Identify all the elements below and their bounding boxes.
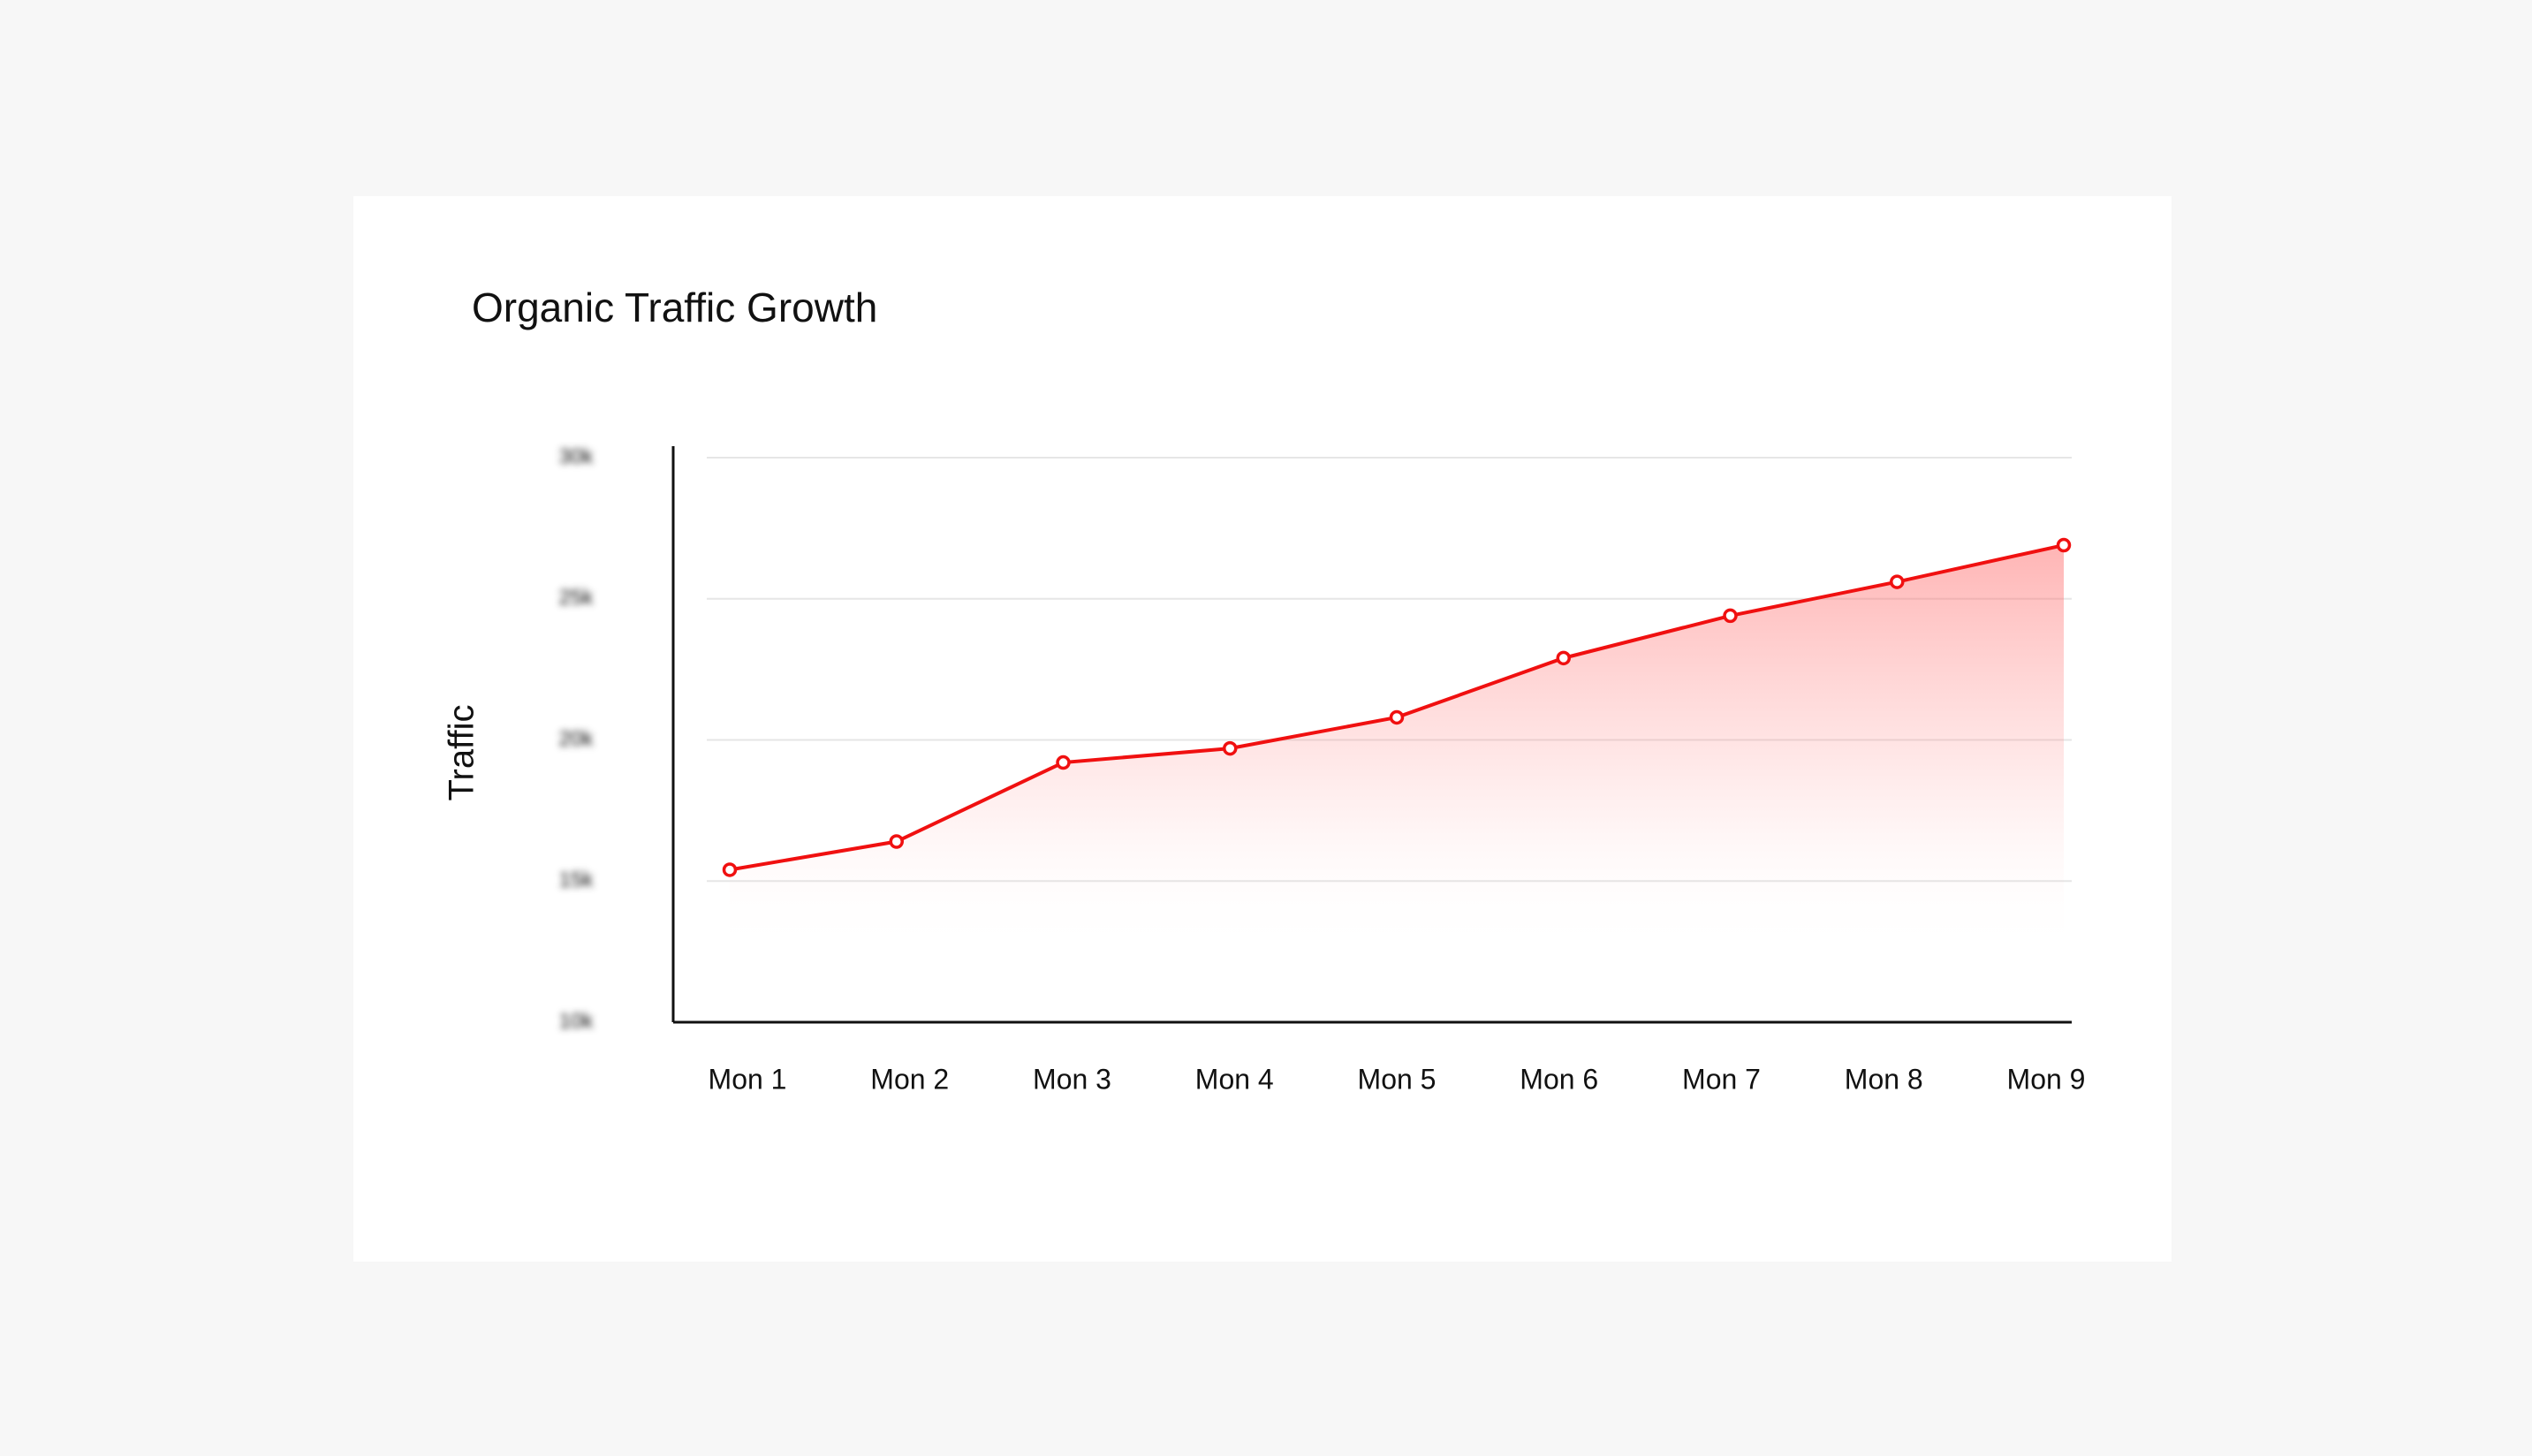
y-axis-label: Traffic	[443, 705, 481, 801]
x-tick-label: Mon 4	[1195, 1063, 1274, 1095]
x-tick-label: Mon 2	[870, 1063, 949, 1095]
y-tick-label: 15k	[559, 868, 595, 892]
area	[730, 545, 2064, 954]
y-tick-label: 25k	[559, 586, 595, 610]
x-tick-label: Mon 7	[1682, 1063, 1761, 1095]
x-tick-label: Mon 3	[1033, 1063, 1111, 1095]
point	[1056, 755, 1071, 770]
y-tick-label: 20k	[559, 727, 595, 751]
x-tick-label: Mon 6	[1520, 1063, 1598, 1095]
point	[1890, 574, 1905, 589]
point	[889, 834, 904, 849]
x-tick-label: Mon 1	[709, 1063, 787, 1095]
x-tick-label: Mon 5	[1358, 1063, 1437, 1095]
point	[1723, 608, 1738, 624]
x-tick-label: Mon 9	[2007, 1063, 2086, 1095]
point	[2056, 537, 2072, 553]
point	[1556, 650, 1571, 666]
x-tick-label: Mon 8	[1845, 1063, 1923, 1095]
point	[1389, 709, 1405, 725]
point	[722, 862, 738, 877]
y-tick-label: 30k	[559, 444, 595, 468]
y-tick-label: 10k	[559, 1009, 595, 1033]
point	[1223, 740, 1238, 756]
chart-title: Organic Traffic Growth	[472, 284, 877, 330]
